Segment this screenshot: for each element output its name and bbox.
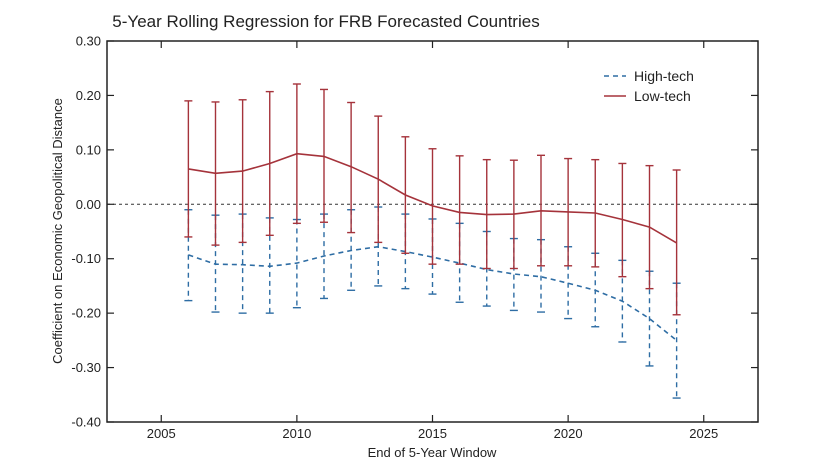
x-tick-label: 2015 — [418, 426, 447, 441]
x-axis: 2005 2010 2015 2020 2025 — [147, 41, 718, 441]
y-tick-label: 0.30 — [76, 34, 101, 49]
x-tick-label: 2010 — [282, 426, 311, 441]
y-axis-title: Coefficient on Economic Geopolitical Dis… — [50, 98, 65, 364]
series-low-tech — [184, 83, 681, 316]
chart-title: 5-Year Rolling Regression for FRB Foreca… — [112, 12, 539, 31]
y-axis: -0.40 -0.30 -0.20 -0.10 0.00 0.10 0.20 0.30 — [71, 34, 758, 430]
y-tick-label: -0.20 — [71, 306, 101, 321]
y-tick-label: 0.20 — [76, 88, 101, 103]
y-tick-label: -0.30 — [71, 360, 101, 375]
y-tick-label: 0.00 — [76, 197, 101, 212]
series-layer — [184, 83, 681, 399]
y-tick-label: -0.40 — [71, 415, 101, 430]
series-line-low-tech — [188, 152, 678, 244]
x-axis-title: End of 5-Year Window — [368, 445, 497, 460]
legend: High-tech Low-tech — [604, 68, 694, 104]
x-tick-label: 2005 — [147, 426, 176, 441]
legend-label-high-tech: High-tech — [634, 68, 694, 84]
series-line-high-tech — [188, 245, 678, 342]
x-tick-label: 2025 — [689, 426, 718, 441]
legend-label-low-tech: Low-tech — [634, 88, 691, 104]
y-tick-label: 0.10 — [76, 142, 101, 157]
y-tick-label: -0.10 — [71, 251, 101, 266]
x-tick-label: 2020 — [554, 426, 583, 441]
